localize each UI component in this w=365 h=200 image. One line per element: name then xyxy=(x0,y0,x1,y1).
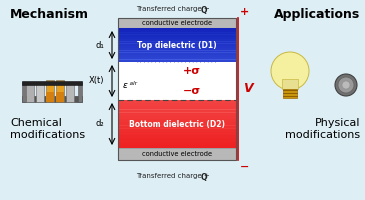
Text: V: V xyxy=(243,82,253,96)
Bar xyxy=(22,81,82,85)
Bar xyxy=(118,125,236,129)
Bar xyxy=(118,52,236,55)
Text: Transferred charge +: Transferred charge + xyxy=(136,173,210,179)
Bar xyxy=(118,37,236,39)
Text: Transferred charge −: Transferred charge − xyxy=(136,6,210,12)
Bar xyxy=(22,82,26,102)
Bar xyxy=(118,39,236,42)
Text: Bottom dielectric (D2): Bottom dielectric (D2) xyxy=(129,119,225,129)
Bar xyxy=(118,57,236,60)
Text: −σ: −σ xyxy=(183,86,201,96)
Bar xyxy=(118,144,236,148)
Text: conductive electrode: conductive electrode xyxy=(142,20,212,26)
Text: Chemical
modifications: Chemical modifications xyxy=(10,118,85,140)
Bar xyxy=(118,99,236,103)
Circle shape xyxy=(338,77,354,93)
Bar xyxy=(118,32,236,35)
Text: −: − xyxy=(240,162,249,172)
Bar xyxy=(118,62,236,100)
Bar xyxy=(118,43,236,46)
Bar xyxy=(118,138,236,142)
Bar xyxy=(118,18,236,160)
Bar xyxy=(118,41,236,44)
Bar xyxy=(118,18,236,28)
Text: d₂: d₂ xyxy=(95,119,104,129)
Bar xyxy=(26,84,34,102)
Bar xyxy=(118,30,236,33)
Bar xyxy=(118,132,236,135)
Circle shape xyxy=(342,81,350,89)
Text: Q: Q xyxy=(201,6,207,15)
Bar xyxy=(56,92,64,102)
Bar xyxy=(118,106,236,110)
Bar xyxy=(36,84,44,102)
Bar xyxy=(46,80,54,102)
Bar xyxy=(118,122,236,126)
Text: ++++++++++++++++++++++: ++++++++++++++++++++++ xyxy=(136,58,218,63)
Bar xyxy=(118,119,236,122)
Bar xyxy=(118,148,236,160)
Bar xyxy=(118,28,236,62)
Text: Q: Q xyxy=(201,173,207,182)
Bar xyxy=(118,27,236,30)
Text: X(t): X(t) xyxy=(88,76,104,86)
Bar xyxy=(118,141,236,145)
Bar xyxy=(46,92,54,102)
Bar xyxy=(118,116,236,119)
Text: d₁: d₁ xyxy=(95,40,104,49)
Bar xyxy=(118,103,236,106)
Bar xyxy=(118,46,236,48)
Bar xyxy=(283,89,297,98)
Bar xyxy=(118,100,236,148)
Text: Applications: Applications xyxy=(274,8,360,21)
Circle shape xyxy=(271,52,309,90)
Text: Mechanism: Mechanism xyxy=(10,8,89,21)
Bar xyxy=(118,50,236,53)
Bar xyxy=(56,80,64,102)
Bar xyxy=(118,109,236,113)
Bar xyxy=(66,84,74,102)
Bar xyxy=(22,96,82,102)
Bar xyxy=(118,48,236,51)
Circle shape xyxy=(335,74,357,96)
Bar xyxy=(282,79,298,89)
Bar xyxy=(118,112,236,116)
Bar xyxy=(118,135,236,138)
Text: conductive electrode: conductive electrode xyxy=(142,151,212,157)
Text: Top dielectric (D1): Top dielectric (D1) xyxy=(137,40,217,49)
Bar xyxy=(118,128,236,132)
Bar xyxy=(118,55,236,57)
Bar xyxy=(118,59,236,62)
Text: ε ᵃᴵʳ: ε ᵃᴵʳ xyxy=(123,80,137,90)
Text: +σ: +σ xyxy=(183,66,201,76)
Text: Physical
modifications: Physical modifications xyxy=(285,118,360,140)
Bar xyxy=(118,34,236,37)
Text: +: + xyxy=(240,7,249,17)
Bar xyxy=(78,82,82,102)
